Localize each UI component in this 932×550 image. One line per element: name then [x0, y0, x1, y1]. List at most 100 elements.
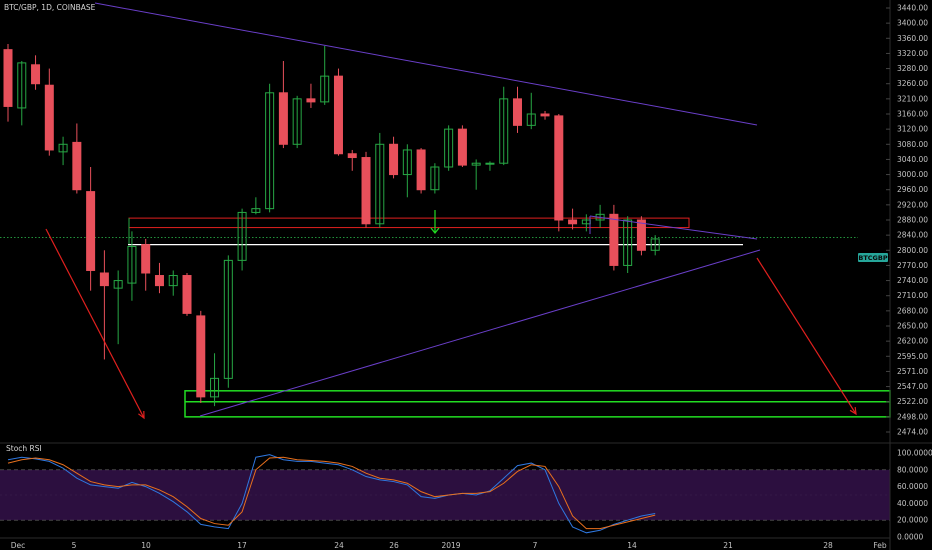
- descending-trendline[interactable]: [94, 2, 758, 126]
- candle-body: [306, 98, 316, 103]
- time-tick-label: 14: [627, 541, 637, 550]
- candle-body: [141, 244, 151, 274]
- candle-body: [512, 98, 522, 126]
- candle: [237, 208, 247, 271]
- candle: [251, 197, 261, 215]
- time-tick-label: 2019: [441, 541, 460, 550]
- stoch-rsi-tick-label: 60.0000: [897, 482, 928, 491]
- candle-body: [623, 219, 633, 266]
- red-arrow-left[interactable]: [45, 228, 145, 420]
- stoch-rsi-tick-label: 100.0000: [897, 449, 932, 458]
- candle-body: [182, 275, 192, 314]
- time-tick-label: 28: [823, 541, 833, 550]
- candle: [540, 110, 550, 120]
- candle-body: [430, 166, 440, 191]
- time-tick-label: Dec: [11, 541, 26, 550]
- candle: [210, 353, 220, 407]
- candle: [457, 125, 467, 167]
- price-tick-label: 3320.00: [897, 49, 928, 58]
- candle: [265, 83, 275, 213]
- red-arrow-right-shaft: [756, 257, 857, 415]
- candle: [554, 114, 564, 232]
- candle: [471, 159, 481, 190]
- candle-body: [223, 259, 233, 379]
- candle: [141, 238, 151, 291]
- candle: [127, 231, 137, 301]
- price-tick-label: 2840.00: [897, 231, 928, 240]
- candle: [402, 144, 412, 198]
- time-tick-label: 10: [141, 541, 151, 550]
- candle-body: [86, 191, 96, 271]
- candle: [306, 83, 316, 108]
- candle-body: [650, 238, 660, 251]
- price-tick-label: 3260.00: [897, 79, 928, 88]
- stoch-rsi-series: [0, 454, 890, 534]
- price-tick-label: 3440.00: [897, 4, 928, 13]
- price-tick-label: 2620.00: [897, 337, 928, 346]
- red-arrow-left-shaft: [45, 228, 145, 419]
- green-down-arrow[interactable]: [430, 210, 440, 234]
- time-tick-label: 24: [334, 541, 344, 550]
- indicator-label: Stoch RSI: [6, 444, 42, 453]
- price-tick-label: 3360.00: [897, 34, 928, 43]
- price-tick-label: 2498.00: [897, 412, 928, 421]
- time-tick-label: 5: [72, 541, 77, 550]
- stoch-rsi-d-line: [7, 456, 656, 530]
- price-axis[interactable]: 3440.00 3400.00 3360.00 3320.00 3280.00 3260.…: [886, 4, 928, 437]
- candle-body: [72, 141, 82, 191]
- candle: [430, 163, 440, 194]
- price-tick-label: 3400.00: [897, 19, 928, 28]
- price-tick-label: 2547.00: [897, 382, 928, 391]
- red-arrow-right-head: [849, 406, 857, 416]
- chart-title: BTC/GBP, 1D, COINBASE: [4, 3, 96, 12]
- candle-body: [196, 315, 206, 398]
- price-tick-label: 3000.00: [897, 170, 928, 179]
- price-tick-label: 3120.00: [897, 125, 928, 134]
- candle: [650, 235, 660, 256]
- candle-body: [99, 272, 109, 287]
- wedge-top-trendline[interactable]: [589, 215, 758, 240]
- price-tick-label: 2474.00: [897, 428, 928, 437]
- candle: [320, 45, 330, 105]
- candle: [568, 208, 578, 230]
- candle: [361, 151, 371, 228]
- stoch-rsi-k-line: [7, 454, 656, 534]
- symbol-badge-bg: [858, 253, 888, 262]
- candle-body: [333, 75, 343, 155]
- candle: [375, 132, 385, 228]
- candle-body: [154, 275, 164, 287]
- candle-body: [127, 246, 137, 284]
- ascending-trendline[interactable]: [199, 249, 761, 417]
- candle-body: [3, 49, 13, 107]
- candle-body: [471, 162, 481, 166]
- candle: [278, 61, 288, 149]
- candle: [389, 136, 399, 179]
- candle: [3, 43, 13, 122]
- price-tick-label: 2710.00: [897, 291, 928, 300]
- symbol-badge-text: BTCGBP: [858, 254, 887, 262]
- candle-body: [292, 98, 302, 145]
- candle-body: [113, 280, 123, 289]
- price-tick-label: 2650.00: [897, 322, 928, 331]
- candle-body: [499, 98, 509, 164]
- price-tick-label: 3280.00: [897, 64, 928, 73]
- candle-body: [402, 149, 412, 176]
- price-tick-label: 2960.00: [897, 185, 928, 194]
- stoch-rsi-tick-label: 40.0000: [897, 499, 928, 508]
- red-arrow-right[interactable]: [756, 257, 857, 416]
- price-tick-label: 3210.00: [897, 94, 928, 103]
- candle: [444, 125, 454, 171]
- stoch-rsi-axis[interactable]: 100.0000 80.0000 60.0000 40.0000 20.0000 0.00…: [897, 449, 932, 542]
- candle-body: [416, 149, 426, 191]
- candle-body: [540, 113, 550, 117]
- time-tick-label: 21: [723, 541, 733, 550]
- candle-body: [485, 162, 495, 165]
- price-tick-label: 2740.00: [897, 276, 928, 285]
- candle: [196, 310, 206, 403]
- candle: [223, 255, 233, 388]
- candle: [44, 68, 54, 156]
- candle-body: [320, 75, 330, 103]
- time-axis[interactable]: Dec 5 10 17 24 26 2019 7 14 21 28 Feb: [11, 541, 887, 550]
- candle: [72, 123, 82, 194]
